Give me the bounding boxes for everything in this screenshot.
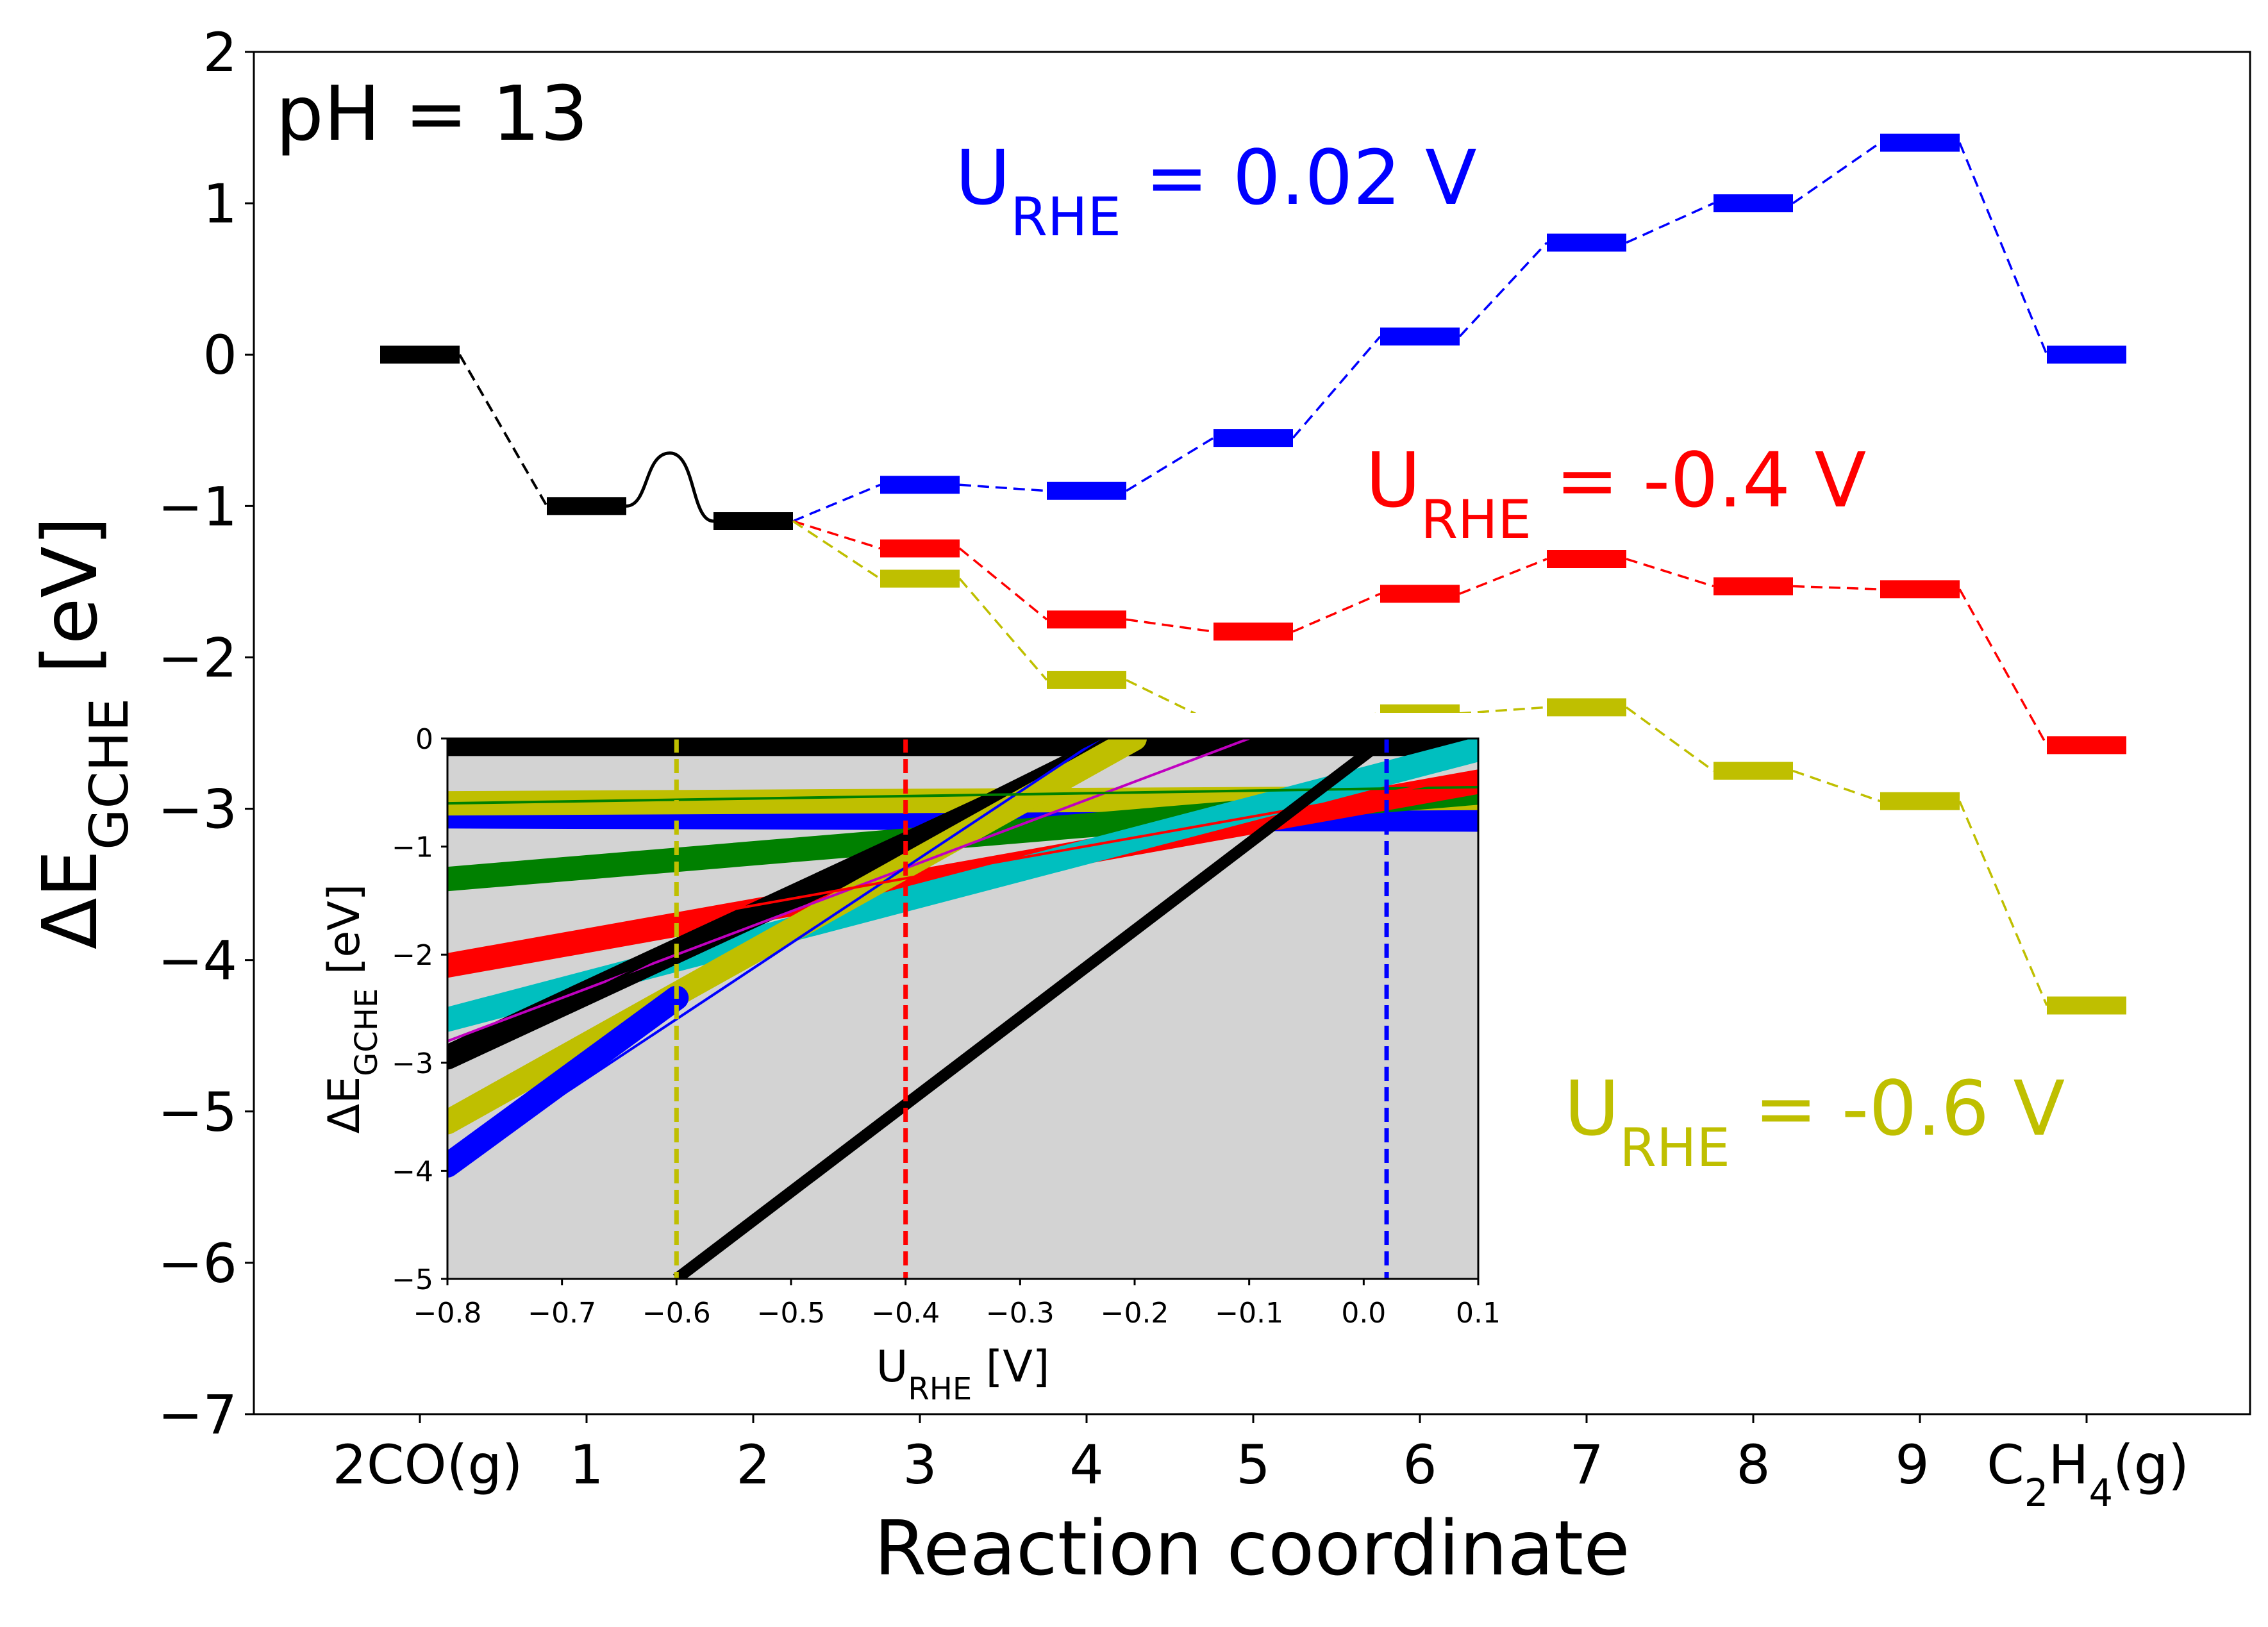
series-0-connector (1458, 242, 1548, 338)
main-xtick-label: 2CO(g) (332, 1433, 522, 1496)
series-2-connector (1958, 801, 2048, 1006)
main-xtick-label: 7 (1569, 1433, 1603, 1496)
main-xtick-label: 8 (1736, 1433, 1770, 1496)
inset-xtick-label: −0.5 (757, 1297, 826, 1330)
series-1-connector (1958, 588, 2048, 746)
main-xtick-label: 2 (736, 1433, 770, 1496)
series-0-connector (792, 483, 881, 522)
main-ytick-label: 1 (203, 172, 237, 235)
series-2-connector (1625, 706, 1715, 772)
inset-xtick-label: −0.6 (642, 1297, 711, 1330)
inset-series-14-thick (672, 738, 1390, 1279)
main-ytick-label: 2 (203, 21, 237, 84)
inset-xtick-label: 0.1 (1456, 1297, 1501, 1330)
inset-ytick-label: −5 (392, 1264, 433, 1296)
series-label-0: URHE = 0.02 V (955, 133, 1477, 248)
main-xtick-label: C2H4(g) (1987, 1433, 2189, 1515)
inset-data-layer (447, 738, 1478, 1279)
inset-y-axis-title: ΔEGCHE [eV] (319, 884, 385, 1134)
series-label-1: URHE = -0.4 V (1365, 436, 1866, 551)
series-2-connector (1792, 769, 1881, 803)
inset-series-7-points (447, 738, 1147, 1135)
inset-series-8-points (447, 985, 689, 1178)
series-label-2: URHE = -0.6 V (1564, 1064, 2065, 1179)
main-xtick-label: 5 (1236, 1433, 1270, 1496)
series-0-connector (959, 483, 1047, 492)
series-1-connector (958, 547, 1048, 621)
inset-ytick-label: −2 (392, 939, 433, 972)
main-ytick-label: −2 (158, 626, 237, 689)
inset-series-10-fit (447, 738, 1101, 1172)
inset-series-12-fit (447, 785, 1478, 805)
main-ytick-label: −4 (158, 930, 237, 992)
series-1-connector (792, 520, 881, 550)
main-xtick-label: 6 (1403, 1433, 1437, 1496)
barrier-curve (626, 451, 714, 523)
main-ytick-label: −6 (158, 1232, 237, 1295)
inset-ytick-label: −4 (392, 1155, 433, 1188)
series-1-connector (1459, 558, 1547, 595)
main-xtick-label: 9 (1895, 1433, 1929, 1496)
inset-ytick-label: −1 (392, 831, 433, 864)
inset-ytick-label: −3 (392, 1047, 433, 1080)
inset-xtick-label: −0.7 (528, 1297, 596, 1330)
inset-xtick-label: −0.1 (1215, 1297, 1283, 1330)
inset-xtick-label: −0.8 (413, 1297, 482, 1330)
series-2-connector (958, 578, 1048, 681)
inset-frame (446, 737, 1480, 1280)
main-x-axis-title: Reaction coordinate (874, 1504, 1630, 1592)
series-1-connector (1126, 618, 1214, 633)
main-ytick-label: −5 (158, 1081, 237, 1144)
series-2-connector (1459, 706, 1547, 715)
inset-xtick-label: −0.2 (1101, 1297, 1169, 1330)
inset-xtick-label: −0.4 (871, 1297, 940, 1330)
series-1-connector (1792, 585, 1881, 590)
main-xtick-label: 1 (569, 1433, 603, 1496)
inset-series-13-fit (447, 775, 1478, 962)
series-0-connector (1958, 142, 2048, 355)
inset-plot: 0 −1 −2 −3 −4 −5−0.8 −0.7 −0.6 −0.5 −0.4 −0.3 −0.2 −… (319, 713, 1517, 1407)
inset-ytick-label: 0 (415, 723, 433, 756)
inset-x-axis-title: URHE [V] (876, 1342, 1050, 1407)
series-0-connector (1292, 335, 1381, 439)
ph-annotation: pH = 13 (276, 69, 588, 158)
inset-xtick-label: −0.3 (986, 1297, 1055, 1330)
main-ytick-label: −3 (158, 778, 237, 841)
main-y-axis-title: ΔEGCHE [eV] (26, 517, 140, 949)
series-0-connector (1626, 202, 1714, 244)
main-xtick-label: 3 (903, 1433, 937, 1496)
common-path-connector (458, 354, 548, 507)
main-ytick-label: −7 (158, 1383, 237, 1446)
main-ytick-label: 0 (203, 324, 237, 387)
series-1-connector (1626, 558, 1714, 588)
main-xtick-label: 4 (1069, 1433, 1103, 1496)
inset-xtick-label: 0.0 (1341, 1297, 1386, 1330)
main-ytick-label: −1 (158, 475, 237, 538)
series-1-connector (1292, 592, 1381, 633)
